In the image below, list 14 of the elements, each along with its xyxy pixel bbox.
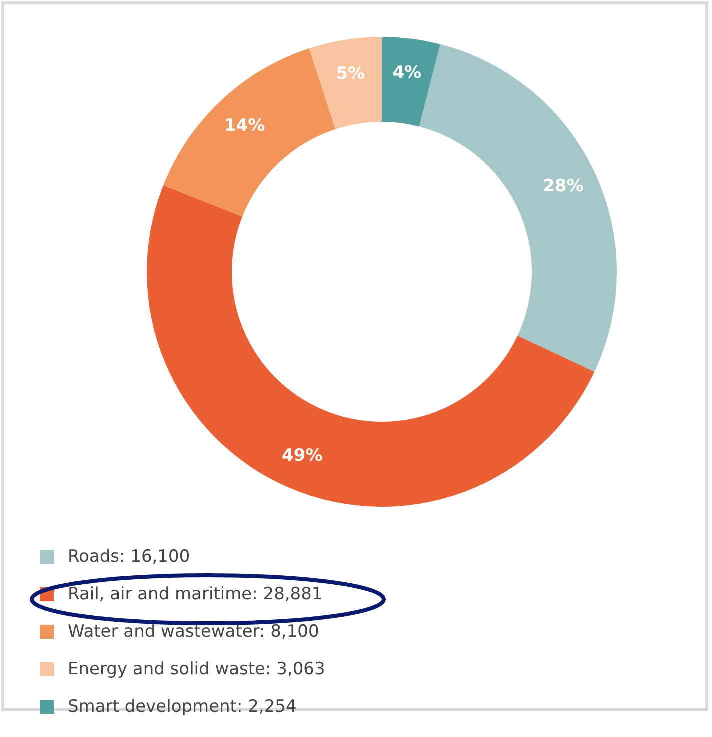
data-label: 49% <box>282 446 323 466</box>
legend-label: Water and wastewater: 8,100 <box>68 622 320 642</box>
data-label: 28% <box>543 176 584 197</box>
donut-slice <box>164 48 336 217</box>
donut-slice <box>419 44 617 372</box>
legend-label: Roads: 16,100 <box>68 547 190 567</box>
legend-label: Rail, air and maritime: 28,881 <box>68 584 323 604</box>
legend-label: Energy and solid waste: 3,063 <box>68 660 326 680</box>
data-label: 4% <box>392 63 422 84</box>
legend-label: Smart development: 2,254 <box>68 697 297 717</box>
donut-slice <box>309 37 382 130</box>
donut-slice <box>382 37 440 127</box>
data-label: 5% <box>336 64 366 84</box>
data-label: 14% <box>224 116 266 136</box>
